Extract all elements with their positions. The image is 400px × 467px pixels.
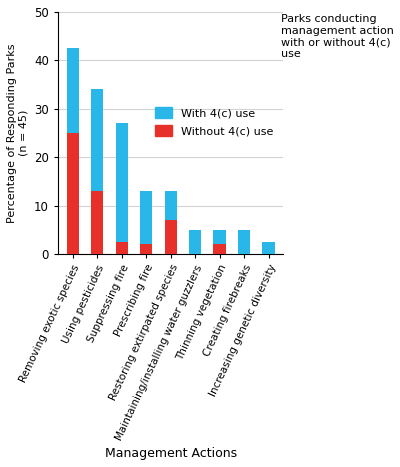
Bar bbox=[164, 191, 177, 220]
Bar bbox=[66, 133, 79, 254]
Legend: With 4(c) use, Without 4(c) use: With 4(c) use, Without 4(c) use bbox=[151, 102, 278, 141]
Text: Parks conducting
management action
with or without 4(c)
use: Parks conducting management action with … bbox=[281, 14, 394, 59]
X-axis label: Management Actions: Management Actions bbox=[104, 447, 237, 460]
Bar bbox=[140, 191, 152, 244]
Bar bbox=[214, 230, 226, 244]
Bar bbox=[214, 244, 226, 254]
Bar bbox=[164, 220, 177, 254]
Bar bbox=[262, 242, 275, 254]
Bar bbox=[66, 48, 79, 133]
Bar bbox=[116, 123, 128, 242]
Bar bbox=[238, 230, 250, 254]
Bar bbox=[140, 244, 152, 254]
Bar bbox=[116, 242, 128, 254]
Y-axis label: Percentage of Responding Parks
(n = 45): Percentage of Responding Parks (n = 45) bbox=[7, 43, 28, 223]
Bar bbox=[91, 191, 103, 254]
Bar bbox=[91, 89, 103, 191]
Bar bbox=[189, 230, 201, 254]
